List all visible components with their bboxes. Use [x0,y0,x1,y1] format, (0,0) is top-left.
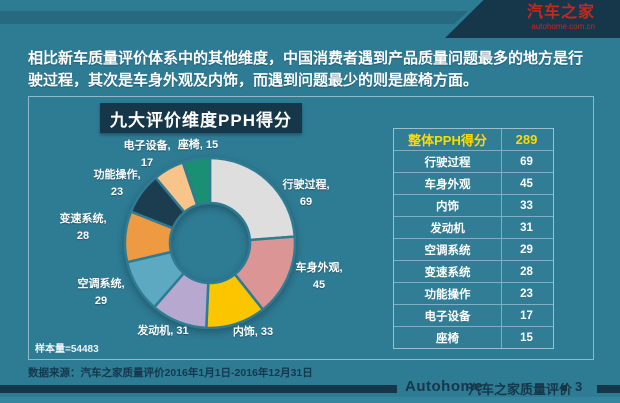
pph-score-table: 整体PPH得分 289 行驶过程 69 车身外观 45 内饰 33 发动机 31 空调系统 29 变速系… [393,128,554,349]
chart-title: 九大评价维度PPH得分 [100,103,302,133]
table-cell-label: 电子设备 [394,305,502,326]
table-cell-label: 功能操作 [394,283,502,304]
table-cell-label: 车身外观 [394,173,502,194]
sample-size-note: 样本量=54483 [35,344,99,355]
table-cell-value: 17 [520,309,533,322]
table-row: 发动机 31 [394,216,553,238]
table-cell-label: 变速系统 [394,261,502,282]
footer-square-bullet [561,385,567,391]
data-source-note: 数据来源：汽车之家质量评价2016年1月1日-2016年12月31日 [28,367,313,379]
table-row: 功能操作 23 [394,282,553,304]
footer-bar-right [597,385,620,393]
table-row: 电子设备 17 [394,304,553,326]
footer-brand: Autohome [405,378,484,395]
autohome-logo: 汽车之家 autohome.com.cn [527,5,595,31]
table-cell-value: 45 [520,177,533,190]
table-header-row: 整体PPH得分 289 [394,129,553,150]
table-cell-value: 28 [520,265,533,278]
footer-report-title: 汽车之家质量评价 [468,382,573,397]
pph-donut-chart [124,157,296,329]
footer-bar-left [0,385,397,393]
table-cell-label: 内饰 [394,195,502,216]
table-row: 行驶过程 69 [394,150,553,172]
logo-text-cn: 汽车之家 [526,4,595,21]
pie-label-neishi: 内饰, 33 [232,326,274,338]
table-cell-value: 289 [515,132,538,147]
table-cell-value: 69 [520,155,533,168]
pie-slice-8 [181,157,212,207]
table-cell-value: 23 [520,287,533,300]
pie-label-xingshiguocheng: 行驶过程, 69 [282,179,330,208]
pie-label-dianzi: 电子设备, 17 [123,140,171,169]
table-cell-label: 发动机 [394,217,502,238]
header-band [0,11,468,24]
intro-paragraph: 相比新车质量评价体系中的其他维度，中国消费者遇到产品质量问题最多的地方是行驶过程… [28,50,584,89]
table-row: 内饰 33 [394,194,553,216]
pie-label-gongneng: 功能操作, 23 [93,169,141,198]
pie-label-kongtiao: 空调系统, 29 [77,278,125,307]
table-row: 车身外观 45 [394,172,553,194]
pie-label-fadongji: 发动机, 31 [137,325,189,337]
pie-slice-0 [208,157,296,242]
pie-label-biansu: 变速系统, 28 [59,213,107,242]
table-cell-label: 整体PPH得分 [394,129,502,150]
table-cell-label: 行驶过程 [394,151,502,172]
page-number: 3 [575,379,583,394]
table-cell-value: 29 [520,243,533,256]
table-row: 座椅 15 [394,326,553,348]
bottom-strip [0,397,620,403]
table-row: 空调系统 29 [394,238,553,260]
table-cell-value: 33 [520,199,533,212]
table-cell-value: 31 [520,221,533,234]
logo-text-url: autohome.com.cn [531,22,595,31]
pie-label-chesheng-waiguan: 车身外观, 45 [295,262,343,291]
pie-label-zuoyi: 座椅, 15 [177,139,219,151]
content-panel [28,96,594,360]
table-cell-label: 座椅 [394,327,502,348]
table-row: 变速系统 28 [394,260,553,282]
table-cell-value: 15 [520,331,533,344]
table-cell-label: 空调系统 [394,239,502,260]
